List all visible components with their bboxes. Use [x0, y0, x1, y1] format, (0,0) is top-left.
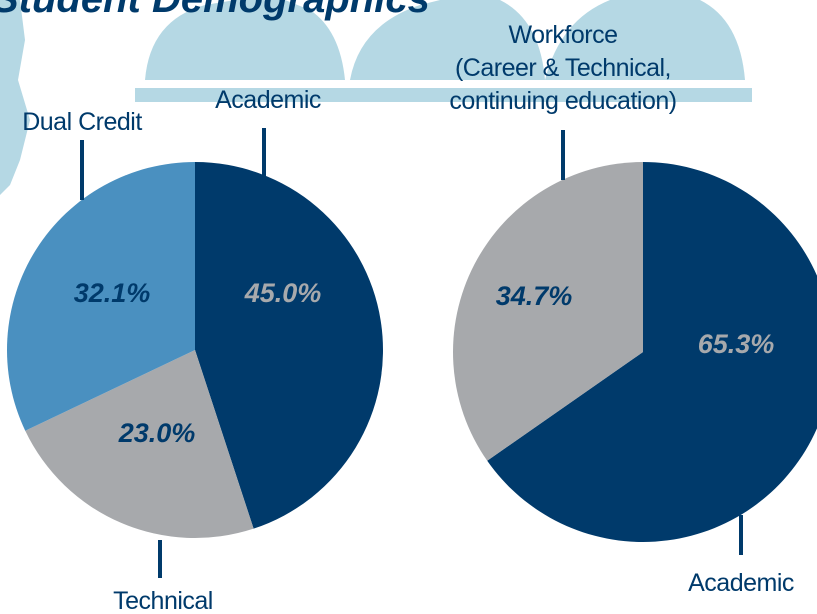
value-label: 45.0% [244, 278, 322, 308]
pie-slice [453, 162, 643, 461]
category-label: Technical [113, 587, 213, 614]
category-label: Workforce (Career & Technical, continuin… [449, 21, 677, 115]
category-label: Academic [688, 569, 794, 597]
background-decoration [0, 0, 752, 195]
pie-slice [487, 162, 817, 542]
page-title: Student Demographics [0, 0, 430, 21]
pie-slice [6, 162, 196, 431]
value-label: 34.7% [496, 281, 573, 311]
category-label: Dual Credit [22, 108, 142, 136]
value-label: 65.3% [698, 329, 775, 359]
value-label: 23.0% [118, 418, 196, 448]
category-label: Academic [215, 86, 321, 114]
pie-slice [195, 162, 383, 529]
pie-slice [25, 350, 254, 538]
value-label: 32.1% [74, 278, 151, 308]
